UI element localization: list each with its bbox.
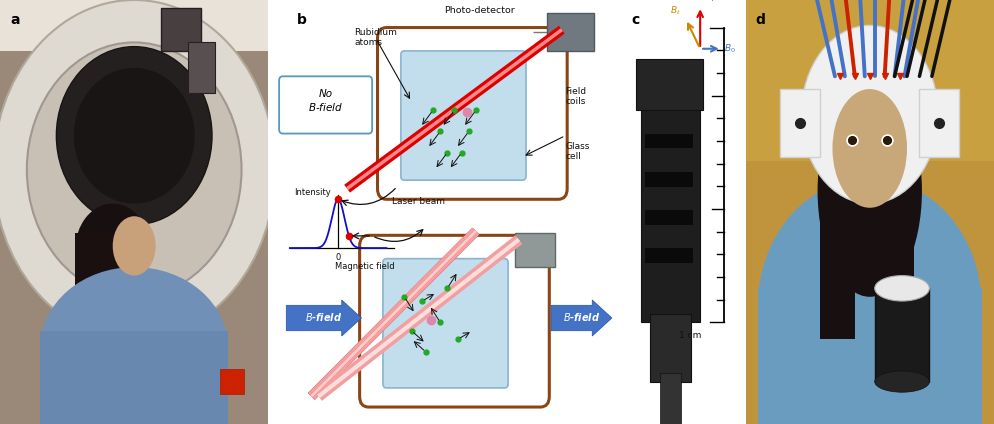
Text: Field
coils: Field coils: [566, 87, 586, 106]
Text: Intensity: Intensity: [294, 188, 331, 197]
Bar: [76, 233, 123, 382]
Bar: [919, 89, 959, 157]
Ellipse shape: [833, 89, 908, 208]
Text: Rubidium
atoms: Rubidium atoms: [354, 28, 398, 47]
Bar: [220, 369, 245, 394]
Bar: [636, 59, 703, 110]
Text: $B$-field: $B$-field: [563, 311, 600, 323]
Bar: [780, 89, 820, 157]
Text: $B_r$: $B_r$: [705, 0, 716, 4]
Bar: [820, 161, 855, 339]
FancyBboxPatch shape: [383, 259, 508, 388]
Text: d: d: [755, 13, 765, 27]
Bar: [0, 51, 268, 424]
FancyArrow shape: [551, 300, 612, 336]
Text: $B_0$: $B_0$: [724, 42, 736, 55]
Bar: [161, 8, 201, 51]
Bar: [758, 288, 982, 424]
Text: $B$-field: $B$-field: [305, 311, 343, 323]
Text: a: a: [11, 13, 20, 27]
Ellipse shape: [27, 42, 242, 297]
Bar: [645, 172, 693, 187]
Text: Laser beam: Laser beam: [393, 197, 445, 206]
Bar: [548, 13, 594, 51]
Bar: [645, 134, 693, 148]
Ellipse shape: [70, 286, 129, 392]
Ellipse shape: [112, 216, 156, 276]
Ellipse shape: [41, 267, 229, 424]
Ellipse shape: [875, 276, 929, 301]
Ellipse shape: [875, 371, 929, 392]
Bar: [885, 170, 914, 318]
Bar: [188, 42, 215, 93]
Ellipse shape: [57, 47, 212, 225]
Text: c: c: [631, 13, 639, 27]
Text: b: b: [297, 13, 307, 27]
Bar: [0, 0, 268, 51]
Text: Glass
cell: Glass cell: [566, 142, 589, 162]
Bar: [650, 314, 691, 382]
Ellipse shape: [758, 178, 982, 424]
Ellipse shape: [801, 25, 938, 204]
Text: $B_t$: $B_t$: [670, 5, 681, 17]
Bar: [645, 248, 693, 263]
Bar: [645, 210, 693, 225]
Ellipse shape: [0, 0, 275, 339]
Text: No
$B$-field: No $B$-field: [308, 89, 343, 113]
Text: Photo-detector: Photo-detector: [444, 6, 515, 15]
FancyBboxPatch shape: [401, 51, 526, 180]
Text: Magnetic field: Magnetic field: [335, 262, 395, 271]
Bar: [640, 76, 700, 322]
Text: 0: 0: [336, 253, 341, 262]
Ellipse shape: [76, 204, 150, 297]
Bar: [515, 233, 555, 267]
Text: 1 cm: 1 cm: [680, 331, 702, 340]
Bar: [40, 331, 229, 424]
FancyArrow shape: [286, 300, 362, 336]
Bar: [660, 373, 681, 424]
Bar: [875, 288, 929, 382]
Ellipse shape: [74, 68, 195, 204]
Ellipse shape: [818, 85, 922, 297]
Bar: [746, 0, 994, 161]
